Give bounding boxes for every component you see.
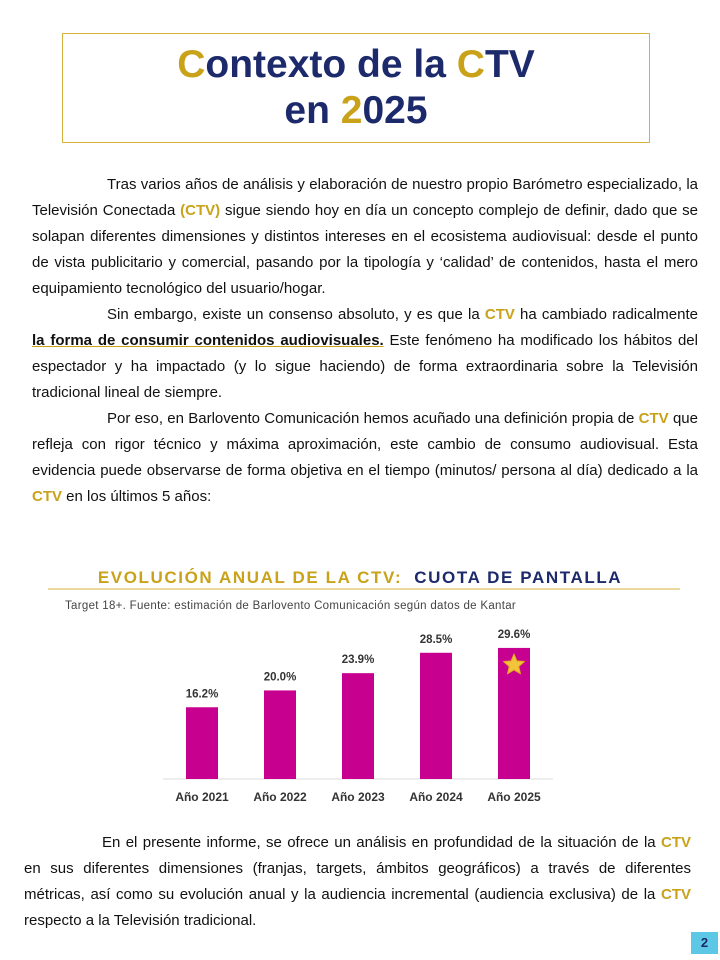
title-box: Contexto de la CTV en 2025 [62, 33, 650, 143]
bar [264, 690, 296, 779]
closing-text: En el presente informe, se ofrece un aná… [24, 830, 691, 934]
text-run: en los últimos 5 años: [62, 488, 212, 505]
text-run: ha cambiado radicalmente [514, 306, 698, 323]
text-run: respecto a la Televisión tradicional. [24, 912, 257, 929]
value-label: 20.0% [264, 671, 297, 683]
page-number: 2 [691, 932, 718, 954]
x-tick-label: Año 2023 [331, 790, 385, 804]
paragraph: Tras varios años de análisis y elaboraci… [32, 172, 698, 302]
paragraph: Sin embargo, existe un consenso absoluto… [32, 302, 698, 406]
bar [420, 652, 452, 779]
title-segment: 2 [340, 89, 363, 132]
title-segment: C [177, 43, 206, 86]
text-run: Por eso, en Barlovento Comunicación hemo… [107, 410, 639, 427]
title-line: en 2025 [284, 88, 427, 134]
bar [342, 673, 374, 779]
highlight: CTV [661, 886, 691, 903]
highlight: (CTV) [180, 202, 221, 219]
highlight: CTV [638, 410, 669, 427]
text-run: Este fenómeno ha modificado los hábitos … [32, 332, 698, 401]
title-segment: en [284, 89, 341, 132]
text-run: que refleja con rigor técnico y máxima a… [32, 410, 698, 479]
value-label: 23.9% [342, 654, 375, 666]
paragraph: En el presente informe, se ofrece un aná… [24, 830, 691, 934]
chart: EVOLUCIÓN ANUAL DE LA CTV: CUOTA DE PANTA… [48, 568, 680, 804]
x-tick-label: Año 2022 [253, 790, 307, 804]
x-tick-label: Año 2025 [487, 790, 541, 804]
chart-title: EVOLUCIÓN ANUAL DE LA CTV: CUOTA DE PANTA… [98, 568, 622, 587]
highlight: CTV [484, 306, 515, 323]
title-segment: C [456, 43, 485, 86]
title-segment: 025 [362, 89, 428, 132]
x-tick-label: Año 2024 [409, 790, 463, 804]
title-line: Contexto de la CTV [177, 42, 535, 88]
title-segment: TV [484, 43, 535, 86]
chart-title-lead: EVOLUCIÓN ANUAL DE LA CTV: [98, 568, 402, 587]
highlight: CTV [661, 834, 691, 851]
bar [186, 707, 218, 779]
paragraph: Por eso, en Barlovento Comunicación hemo… [32, 406, 698, 510]
text-run: En el presente informe, se ofrece un aná… [102, 834, 661, 851]
intro-text: Tras varios años de análisis y elaboraci… [32, 172, 698, 510]
chart-subtitle: Target 18+. Fuente: estimación de Barlov… [65, 600, 516, 612]
star-icon [503, 653, 525, 675]
chart-title-rest: CUOTA DE PANTALLA [414, 568, 622, 587]
value-label: 29.6% [498, 629, 531, 641]
value-label: 16.2% [186, 688, 219, 700]
highlight: CTV [32, 488, 62, 505]
title-segment: ontexto de la [205, 43, 457, 86]
text-run: en sus diferentes dimensiones (franjas, … [24, 860, 691, 903]
text-run: sigue siendo hoy en día un concepto comp… [32, 202, 698, 297]
text-run: Sin embargo, existe un consenso absoluto… [107, 306, 485, 323]
x-tick-label: Año 2021 [175, 790, 229, 804]
highlight: la forma de consumir contenidos audiovis… [32, 332, 384, 349]
text-run: Tras varios años de análisis y elaboraci… [32, 176, 698, 219]
value-label: 28.5% [420, 634, 453, 646]
